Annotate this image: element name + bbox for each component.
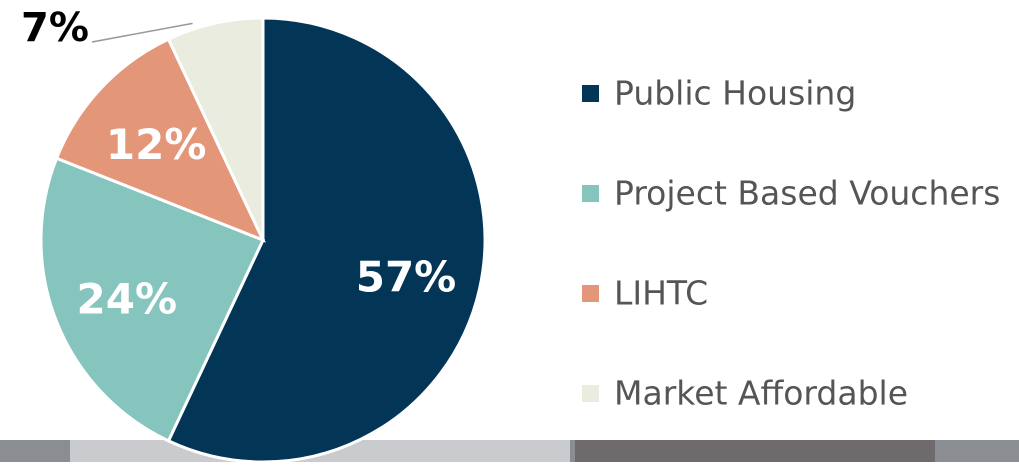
legend-label: Public Housing [614,74,856,113]
pie-slice [39,156,266,443]
legend-swatch [582,285,599,302]
pie-slice [54,37,266,243]
photo-strip [575,440,935,462]
leader-line [91,22,193,43]
legend-label: LIHTC [614,274,708,313]
legend-swatch [582,185,599,202]
legend-swatch [582,385,599,402]
pie-slice [166,16,487,464]
data-label: 24% [77,274,178,323]
data-label: 12% [106,120,207,169]
data-label: 7% [21,5,89,51]
pie-slice [166,16,265,241]
legend-label: Market Affordable [614,374,908,413]
data-label: 57% [356,252,457,301]
legend-label: Project Based Vouchers [614,174,1000,213]
legend-swatch [582,85,599,102]
